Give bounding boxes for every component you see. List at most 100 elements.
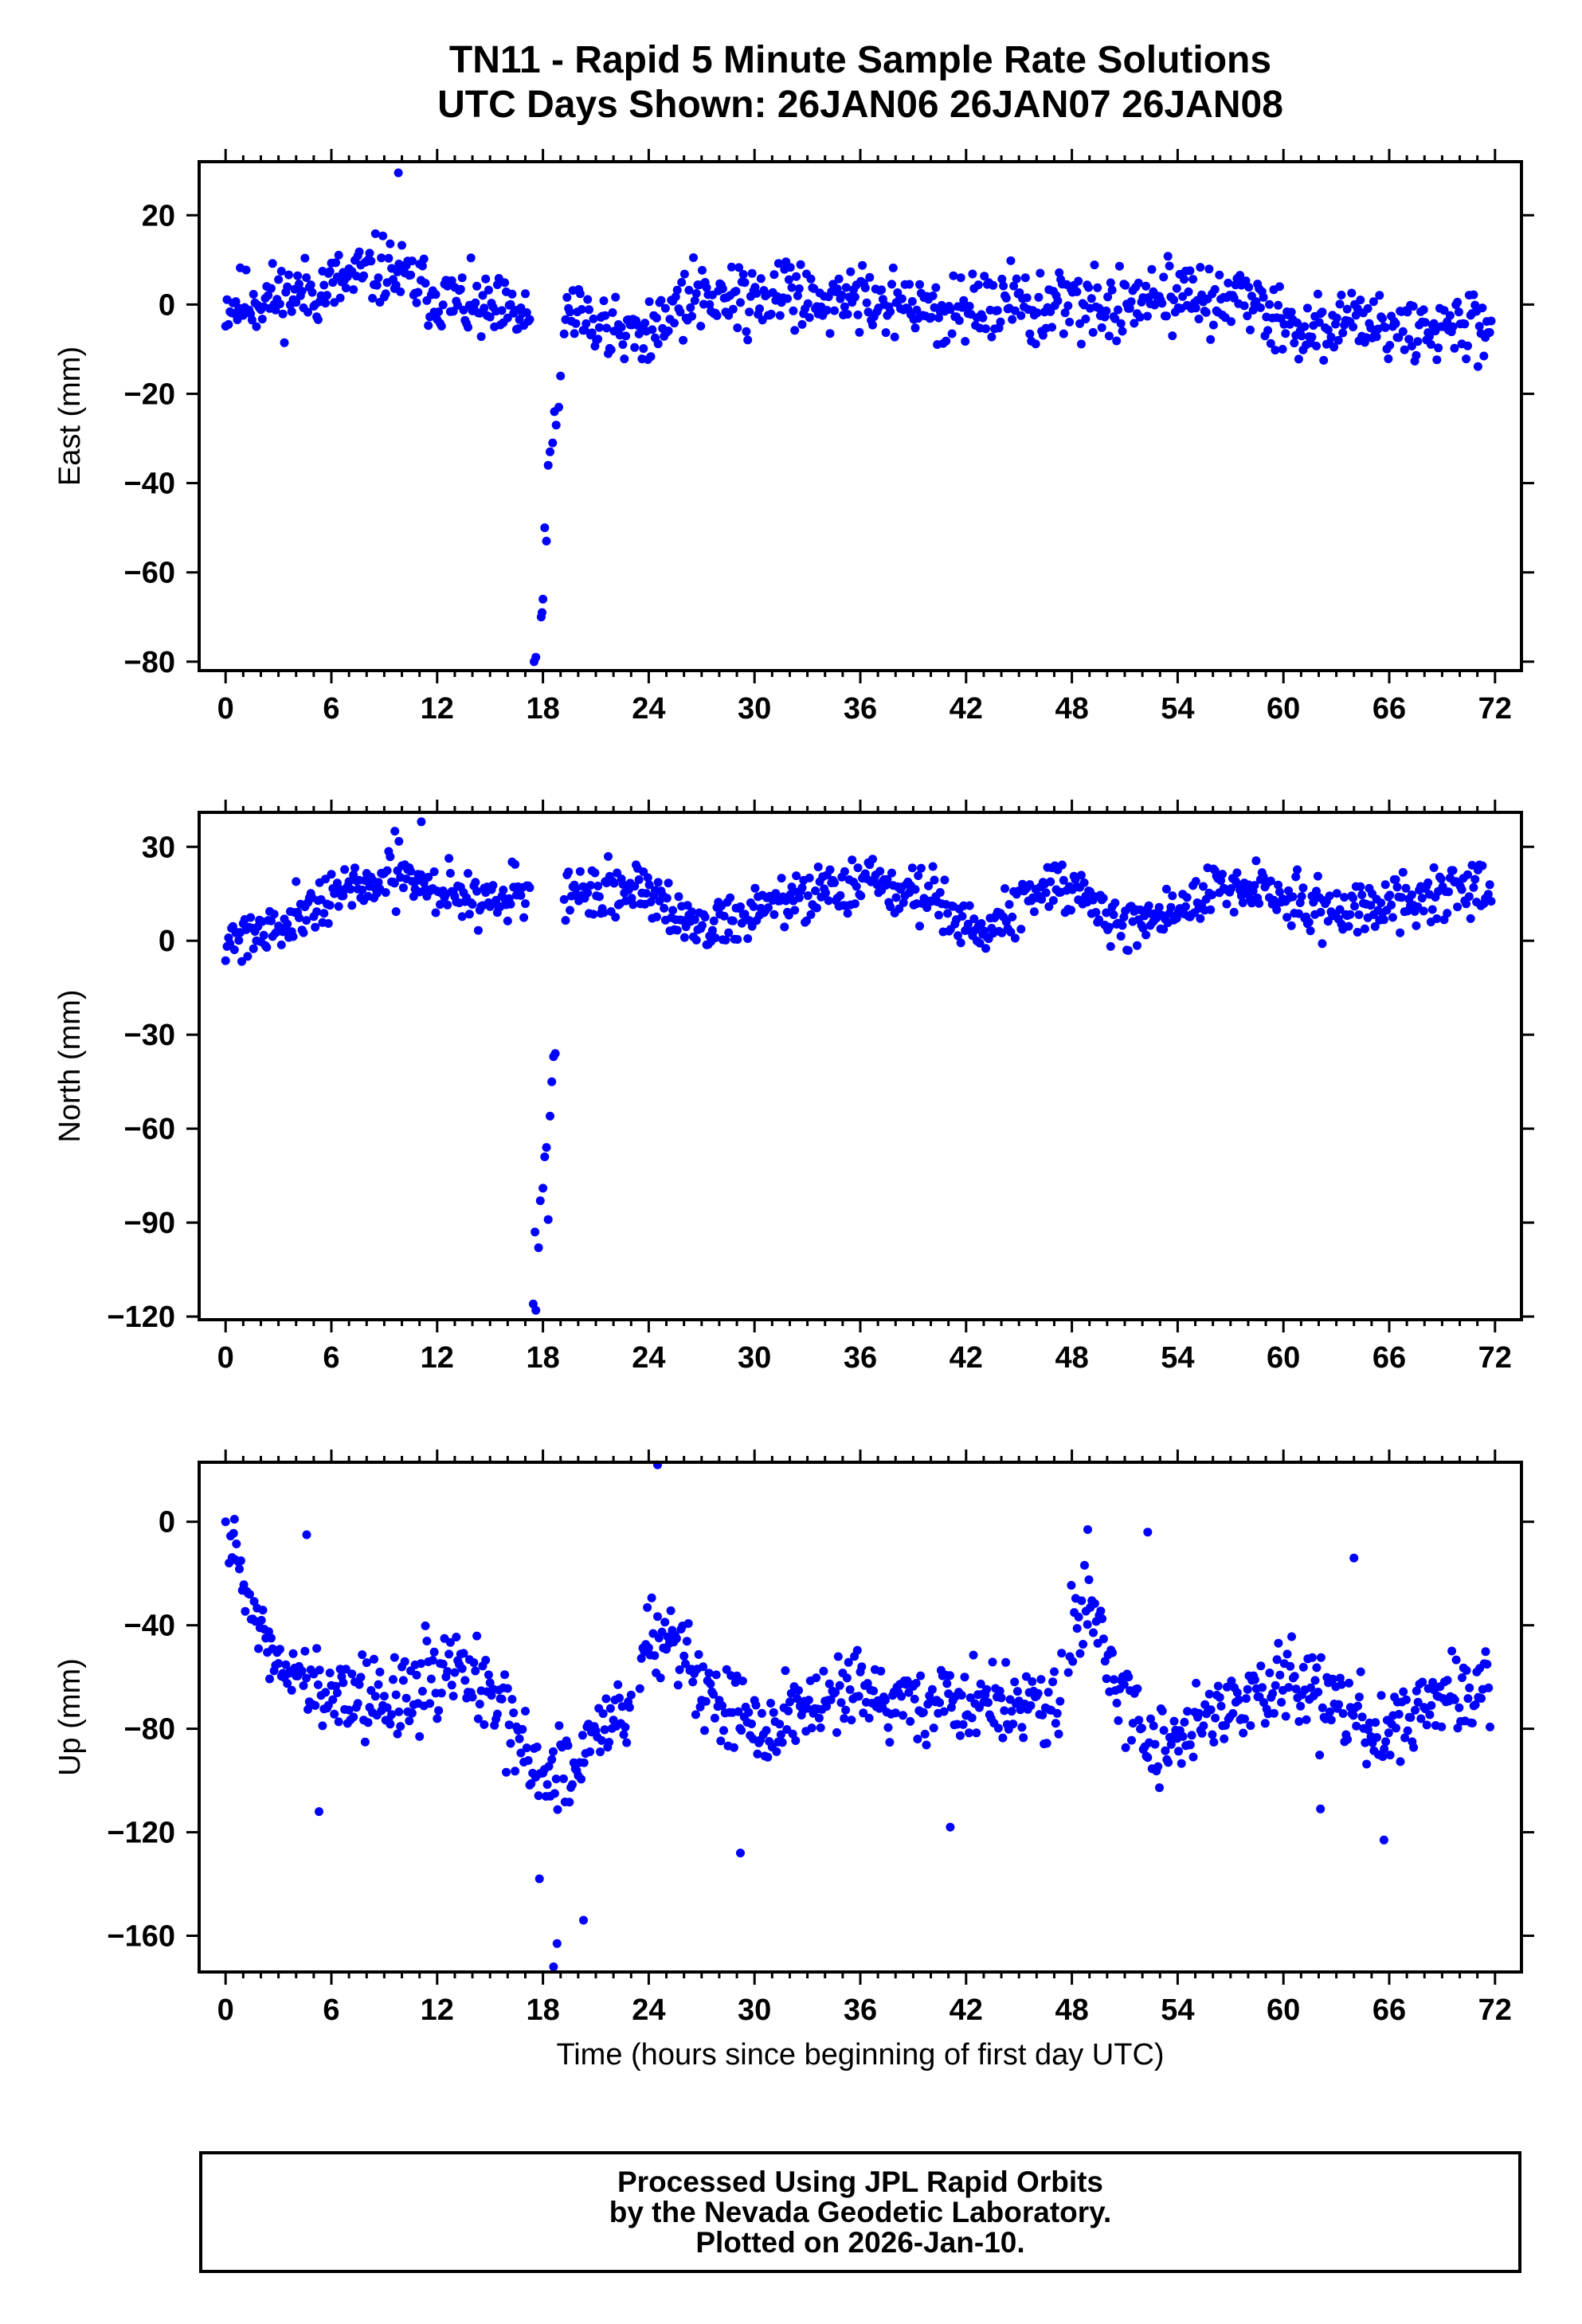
data-point [1462,354,1471,364]
data-point [464,869,472,878]
data-point [1439,306,1449,315]
data-point [393,267,402,276]
data-point [1418,1677,1427,1687]
data-point [920,1729,930,1739]
data-point [914,871,923,880]
data-point [1021,1672,1031,1681]
data-point [967,1713,977,1723]
data-point [1399,1687,1408,1696]
data-point [1256,1661,1266,1671]
data-point [1041,888,1051,898]
data-point [1342,304,1352,314]
data-point [1448,322,1458,331]
data-point [548,438,558,448]
data-point [1109,910,1118,919]
data-point [547,1755,557,1764]
data-point [643,873,652,882]
data-point [1146,1714,1155,1723]
data-point [243,952,253,961]
data-point [997,1693,1006,1703]
data-point [464,323,472,332]
data-point [1464,892,1474,902]
data-point [1191,303,1200,313]
data-point [1313,871,1322,881]
data-point [743,335,753,345]
data-point [1403,1726,1412,1735]
data-point [1369,297,1378,307]
data-point [1329,342,1339,352]
data-point [468,1692,477,1702]
data-point [753,1749,762,1759]
data-point [1391,319,1400,328]
data-point [1215,270,1224,280]
data-point [598,1709,608,1719]
data-point [749,902,758,911]
data-point [915,280,924,289]
data-point [1457,885,1466,894]
data-point [1318,1703,1327,1712]
data-point [1485,880,1494,890]
data-point [803,891,813,901]
x-tick-label: 24 [632,1341,665,1375]
data-point [674,892,683,902]
data-point [394,168,403,178]
data-point [743,934,753,943]
data-point [1246,325,1255,335]
data-point [1177,1759,1186,1768]
data-point [503,313,512,323]
data-point [960,1673,969,1682]
data-point [848,855,857,865]
data-point [1159,1726,1169,1735]
data-point [1294,909,1303,918]
data-point [850,292,860,302]
data-point [1036,268,1045,278]
data-point [1012,274,1021,284]
data-point [1403,307,1412,317]
data-point [382,866,392,875]
data-point [1347,288,1357,298]
data-point [1012,1687,1022,1696]
data-point [728,916,738,925]
x-tick-label: 54 [1161,1341,1194,1375]
data-point [634,329,644,338]
up-panel: 0 6 12 18 24 30 36 42 48 54 60 66 72 −160 −120 −80 −40 0 U… [53,1450,1534,2072]
y-tick-label: −80 [124,1713,175,1747]
data-point [788,1729,797,1739]
data-point [1426,340,1435,349]
data-point [375,1667,385,1676]
data-point [554,1721,564,1731]
data-point [349,1712,358,1722]
data-point [781,896,791,906]
data-point [1396,928,1405,937]
data-point [683,901,692,910]
data-point [235,1564,244,1574]
data-point [535,1196,545,1206]
data-point [394,1707,404,1716]
y-tick-label: −40 [124,468,175,501]
data-point [386,852,395,862]
data-point [868,855,877,864]
data-point [1290,1672,1299,1681]
data-point [1125,303,1134,313]
data-point [1208,890,1217,900]
data-point [1001,293,1011,303]
data-point [318,1721,327,1731]
data-point [1422,1720,1431,1730]
data-point [1297,331,1306,341]
data-point [634,875,644,884]
data-point [1110,898,1120,908]
data-point [344,877,354,886]
data-point [1028,1676,1037,1686]
data-point [1411,1705,1419,1715]
data-point [1052,1708,1062,1718]
data-point [1072,1624,1082,1633]
data-point [628,900,638,910]
data-point [712,311,722,320]
data-point [606,345,616,354]
data-point [283,282,292,291]
data-point [688,1677,698,1687]
data-point [1090,260,1099,270]
data-point [1314,1688,1323,1696]
data-point [547,1077,557,1086]
data-point [1204,264,1214,274]
